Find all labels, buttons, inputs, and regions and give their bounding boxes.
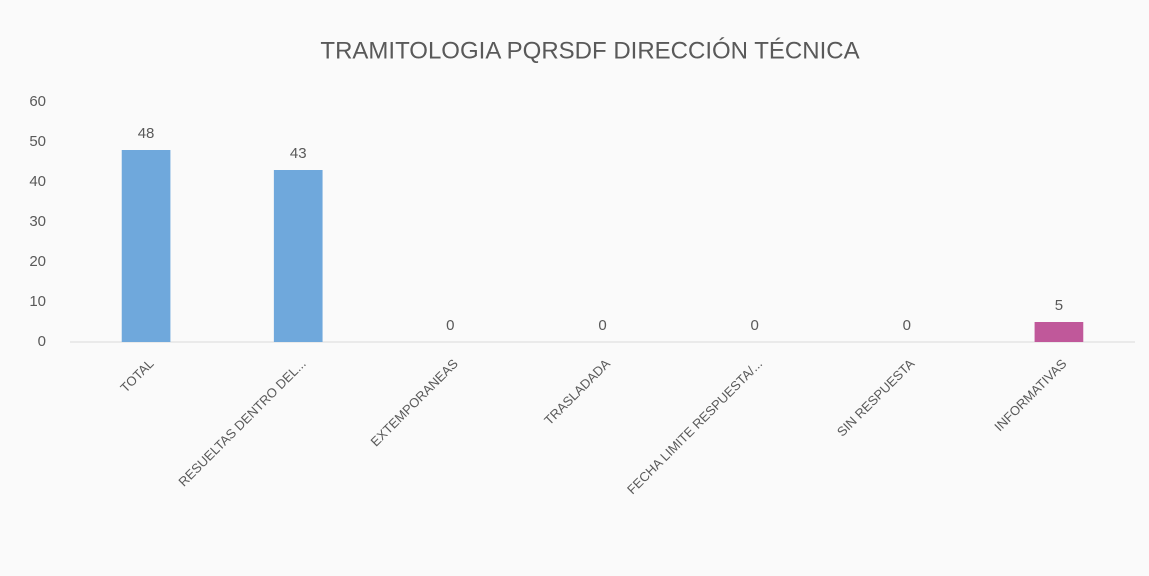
bar: [273, 170, 323, 342]
y-tick-label: 20: [29, 253, 46, 270]
y-tick-label: 60: [29, 93, 46, 110]
chart-title: TRAMITOLOGIA PQRSDF DIRECCIÓN TÉCNICA: [320, 37, 859, 64]
data-label: 0: [598, 317, 606, 334]
bar: [1034, 322, 1084, 342]
data-label: 0: [446, 317, 454, 334]
bar: [121, 150, 171, 342]
data-label: 43: [290, 145, 307, 162]
y-tick-label: 0: [38, 333, 46, 350]
data-label: 48: [138, 125, 155, 142]
y-tick-label: 50: [29, 133, 46, 150]
y-tick-label: 10: [29, 293, 46, 310]
y-tick-label: 40: [29, 173, 46, 190]
y-tick-label: 30: [29, 213, 46, 230]
data-label: 5: [1055, 297, 1063, 314]
data-label: 0: [750, 317, 758, 334]
data-label: 0: [903, 317, 911, 334]
